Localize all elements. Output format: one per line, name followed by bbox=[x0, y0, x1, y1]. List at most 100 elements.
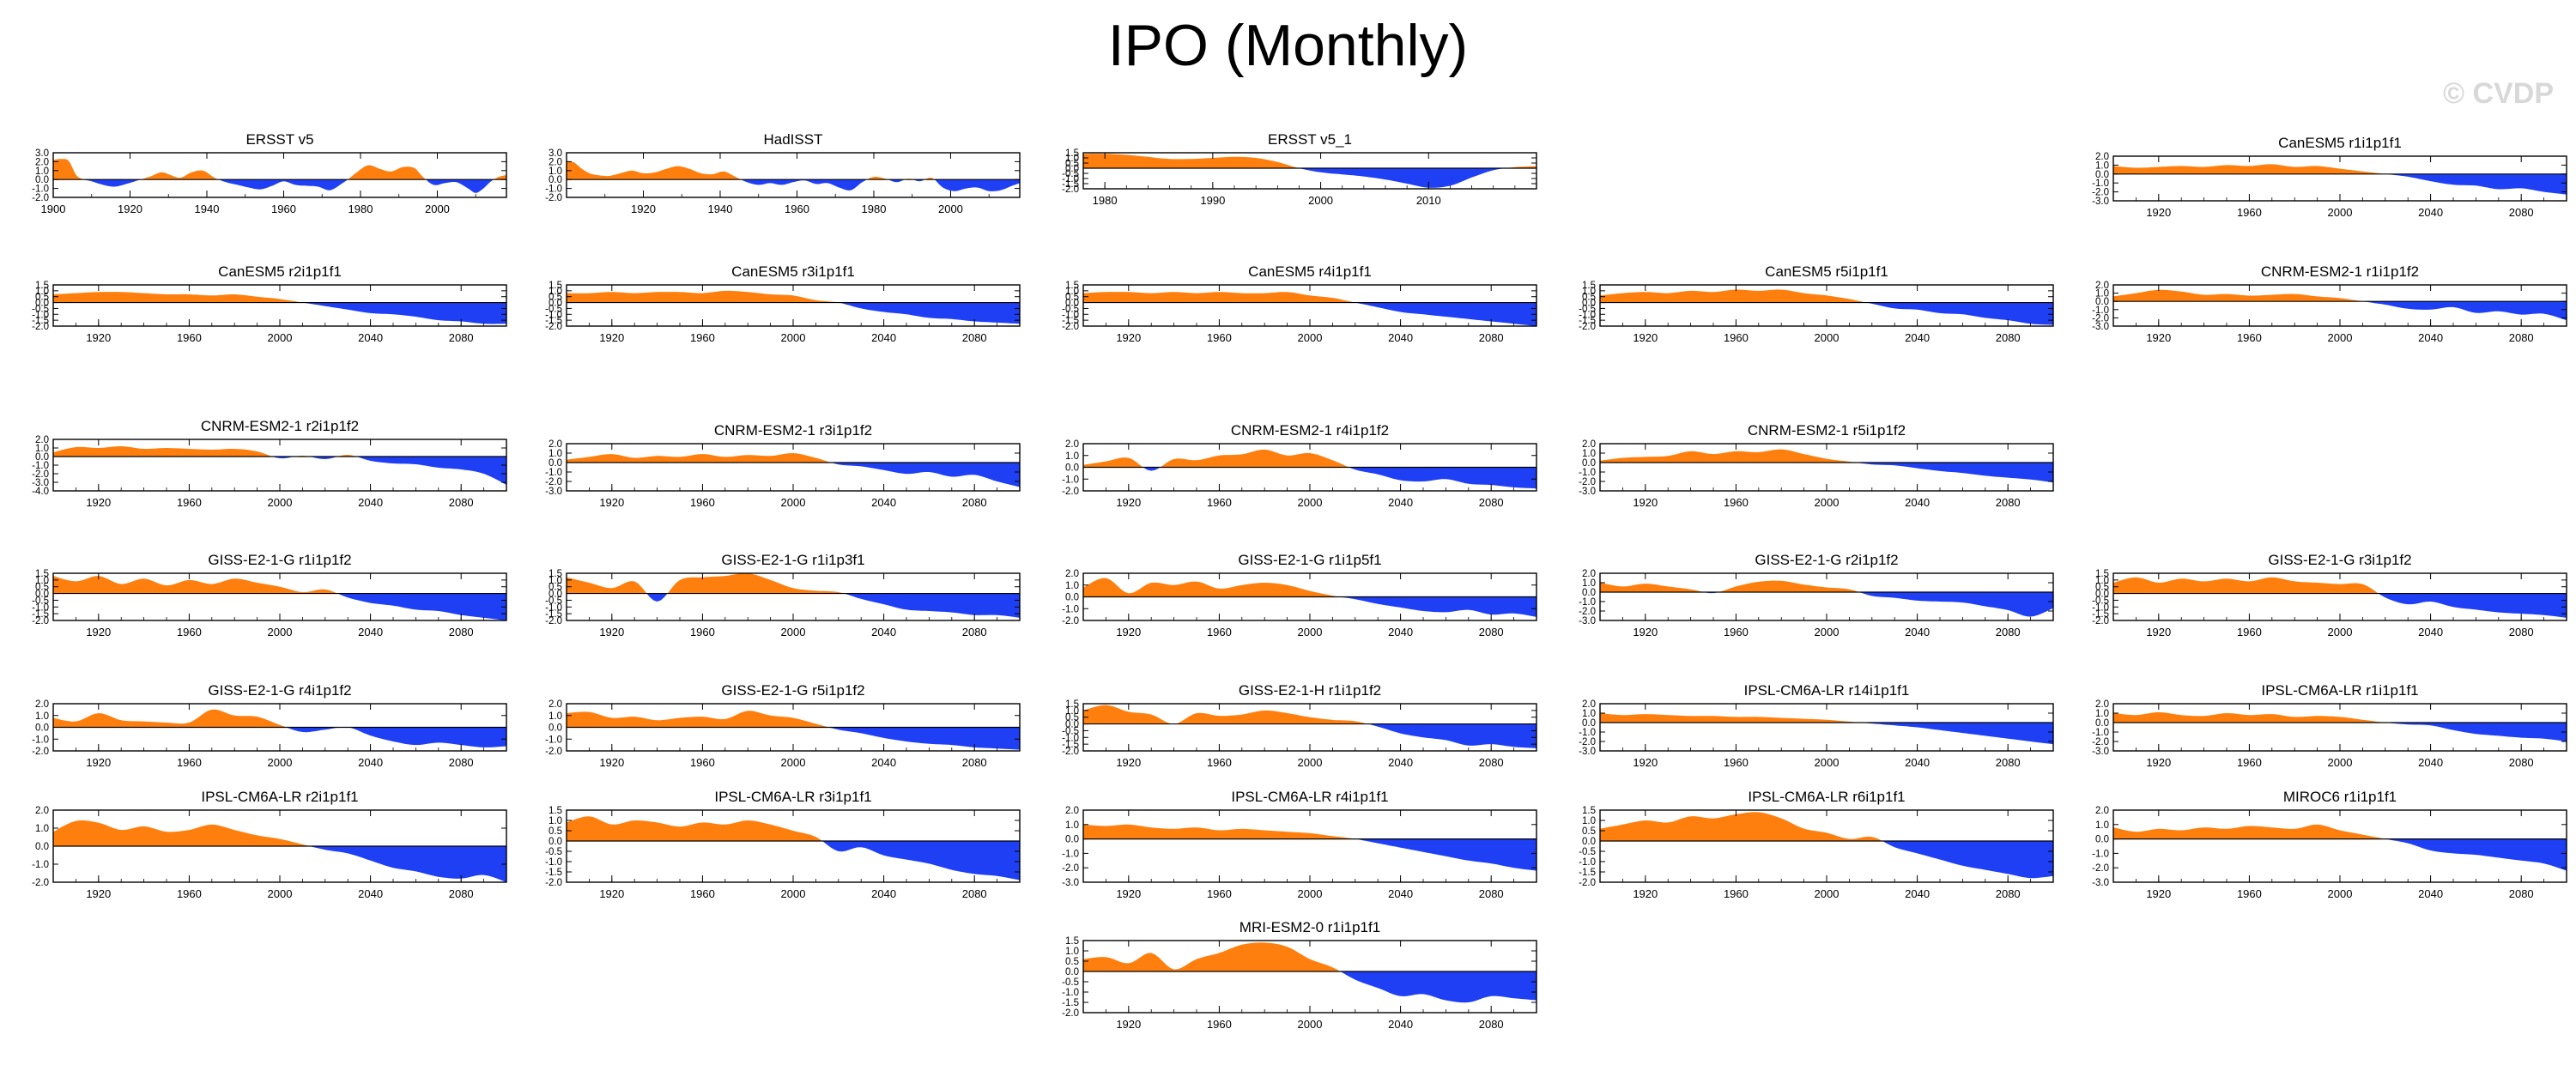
y-tick-label: -1.5 bbox=[1579, 868, 1596, 878]
plot-frame bbox=[52, 152, 507, 198]
y-tick-label: 1.0 bbox=[2095, 289, 2109, 300]
y-tick-label: 0.0 bbox=[2095, 835, 2109, 845]
y-tick-label: 1.0 bbox=[2095, 709, 2109, 719]
y-tick-label: -2.0 bbox=[1579, 322, 1596, 332]
panel-title: MRI-ESM2-0 r1i1p1f1 bbox=[1240, 919, 1380, 935]
x-tick-label: 1900 bbox=[41, 203, 66, 215]
y-tick-label: 0.0 bbox=[1065, 967, 1079, 977]
y-tick-label: 2.0 bbox=[2095, 281, 2109, 291]
panel-title: IPSL-CM6A-LR r4i1p1f1 bbox=[1231, 789, 1388, 805]
x-tick-label: 2000 bbox=[1815, 626, 1840, 638]
positive-area bbox=[1600, 580, 2053, 592]
y-tick-label: 0.0 bbox=[1582, 458, 1596, 469]
y-tick-label: -1.0 bbox=[1062, 475, 1079, 485]
y-tick-label: 1.0 bbox=[1582, 709, 1596, 719]
y-tick-label: 1.0 bbox=[35, 824, 49, 834]
panel-27: MIROC6 r1i1p1f1 2.0 1.0 0.0 -1.0 -2.0 -3.0 1920… bbox=[2092, 789, 2567, 900]
x-tick-label: 2040 bbox=[358, 331, 383, 344]
y-tick-label: -1.5 bbox=[2092, 609, 2109, 620]
panel-16: GISS-E2-1-G r2i1p1f2 2.01.00.0-1.0-2.0-3.… bbox=[1579, 552, 2054, 638]
x-tick-label: 2080 bbox=[2509, 331, 2534, 344]
x-tick-label: 1960 bbox=[1724, 331, 1749, 344]
panel-title: CNRM-ESM2-1 r2i1p1f2 bbox=[201, 418, 359, 434]
y-tick-label: 0.0 bbox=[549, 458, 562, 469]
y-tick-label: -2.0 bbox=[1062, 616, 1079, 626]
x-tick-label: 2040 bbox=[1905, 887, 1930, 900]
y-tick-label: -1.5 bbox=[1062, 316, 1079, 326]
negative-area bbox=[1083, 971, 1537, 1003]
y-tick-label: 1.5 bbox=[549, 569, 562, 579]
x-tick-label: 1920 bbox=[1116, 1018, 1141, 1031]
x-tick-label: 1960 bbox=[690, 331, 715, 344]
negative-area bbox=[1600, 463, 2053, 483]
panel-title: GISS-E2-1-G r3i1p1f2 bbox=[2268, 552, 2411, 568]
y-tick-label: -1.0 bbox=[545, 310, 562, 320]
y-tick-label: 2.0 bbox=[35, 157, 49, 167]
x-tick-label: 2040 bbox=[358, 756, 383, 769]
x-tick-label: 2040 bbox=[1388, 887, 1413, 900]
page-title: IPO (Monthly) bbox=[1107, 13, 1469, 78]
y-tick-label: -2.0 bbox=[1579, 737, 1596, 747]
y-tick-label: -1.5 bbox=[545, 609, 562, 620]
y-tick-label: -2.0 bbox=[545, 878, 562, 888]
x-tick-label: 2000 bbox=[2328, 206, 2353, 219]
y-tick-label: 1.0 bbox=[549, 711, 562, 722]
y-tick-label: -1.0 bbox=[1579, 468, 1596, 478]
panel-14: GISS-E2-1-G r1i1p3f1 1.51.00.50.0-0.5-1.0… bbox=[545, 552, 1021, 638]
x-tick-label: 2040 bbox=[1905, 331, 1930, 344]
positive-area bbox=[567, 290, 839, 303]
panel-21: IPSL-CM6A-LR r14i1p1f1 2.01.00.0-1.0-2.0-… bbox=[1579, 682, 2054, 769]
negative-area bbox=[53, 179, 506, 193]
x-tick-label: 2040 bbox=[871, 331, 896, 344]
positive-area bbox=[2113, 289, 2567, 302]
x-tick-label: 2040 bbox=[2418, 887, 2443, 900]
x-tick-label: 2000 bbox=[1298, 756, 1323, 769]
plot-frame bbox=[566, 152, 1021, 198]
x-tick-label: 1920 bbox=[1116, 626, 1141, 638]
x-tick-label: 2040 bbox=[1388, 1018, 1413, 1031]
y-tick-label: 0.5 bbox=[35, 293, 49, 303]
y-tick-label: -2.0 bbox=[1062, 1008, 1079, 1019]
negative-area bbox=[2385, 173, 2567, 195]
panel-8: CNRM-ESM2-1 r1i1p1f2 2.01.00.0-1.0-2.0-3.… bbox=[2092, 263, 2567, 344]
negative-area bbox=[2113, 593, 2567, 618]
y-tick-label: -2.0 bbox=[1062, 747, 1079, 757]
x-tick-label: 1920 bbox=[86, 626, 111, 638]
y-tick-label: -1.0 bbox=[1062, 849, 1079, 859]
panel-title: GISS-E2-1-H r1i1p1f2 bbox=[1239, 682, 1381, 699]
y-tick-label: -2.0 bbox=[2092, 313, 2109, 324]
y-tick-label: -1.0 bbox=[545, 735, 562, 745]
x-tick-label: 2080 bbox=[2509, 756, 2534, 769]
positive-area bbox=[567, 573, 845, 594]
panel-19: GISS-E2-1-G r5i1p1f2 2.01.00.0-1.0 -2.0 192… bbox=[545, 682, 1021, 769]
x-tick-label: 1990 bbox=[1200, 194, 1225, 207]
y-tick-label: 0.0 bbox=[549, 590, 562, 600]
y-tick-label: 1.0 bbox=[1582, 816, 1596, 826]
x-tick-label: 1960 bbox=[690, 756, 715, 769]
x-tick-label: 1960 bbox=[177, 496, 202, 509]
y-tick-label: -2.0 bbox=[1579, 878, 1596, 888]
negative-area bbox=[2113, 723, 2567, 741]
y-tick-label: 0.5 bbox=[1065, 957, 1079, 967]
y-tick-label: -1.0 bbox=[32, 461, 49, 471]
x-tick-label: 2040 bbox=[1388, 496, 1413, 509]
x-tick-label: 2040 bbox=[2418, 331, 2443, 344]
y-tick-label: 2.0 bbox=[35, 806, 49, 816]
y-tick-label: 0.0 bbox=[2095, 297, 2109, 307]
x-tick-label: 1960 bbox=[1724, 626, 1749, 638]
x-tick-label: 1920 bbox=[631, 203, 656, 215]
panel-7: CanESM5 r5i1p1f1 1.51.00.50.0-0.5-1.0-1.5… bbox=[1579, 263, 2054, 344]
x-tick-label: 1960 bbox=[1207, 1018, 1232, 1031]
y-tick-label: 2.0 bbox=[1065, 439, 1079, 450]
positive-area bbox=[1083, 705, 1368, 724]
x-tick-label: 2040 bbox=[1905, 756, 1930, 769]
negative-area bbox=[1083, 596, 1537, 617]
x-tick-label: 2080 bbox=[1996, 626, 2021, 638]
y-tick-label: 3.0 bbox=[549, 148, 562, 159]
y-tick-label: -0.5 bbox=[1062, 304, 1079, 314]
positive-area bbox=[53, 709, 506, 728]
y-tick-label: 1.0 bbox=[35, 444, 49, 454]
y-tick-label: 1.5 bbox=[549, 281, 562, 291]
negative-area bbox=[53, 302, 506, 324]
